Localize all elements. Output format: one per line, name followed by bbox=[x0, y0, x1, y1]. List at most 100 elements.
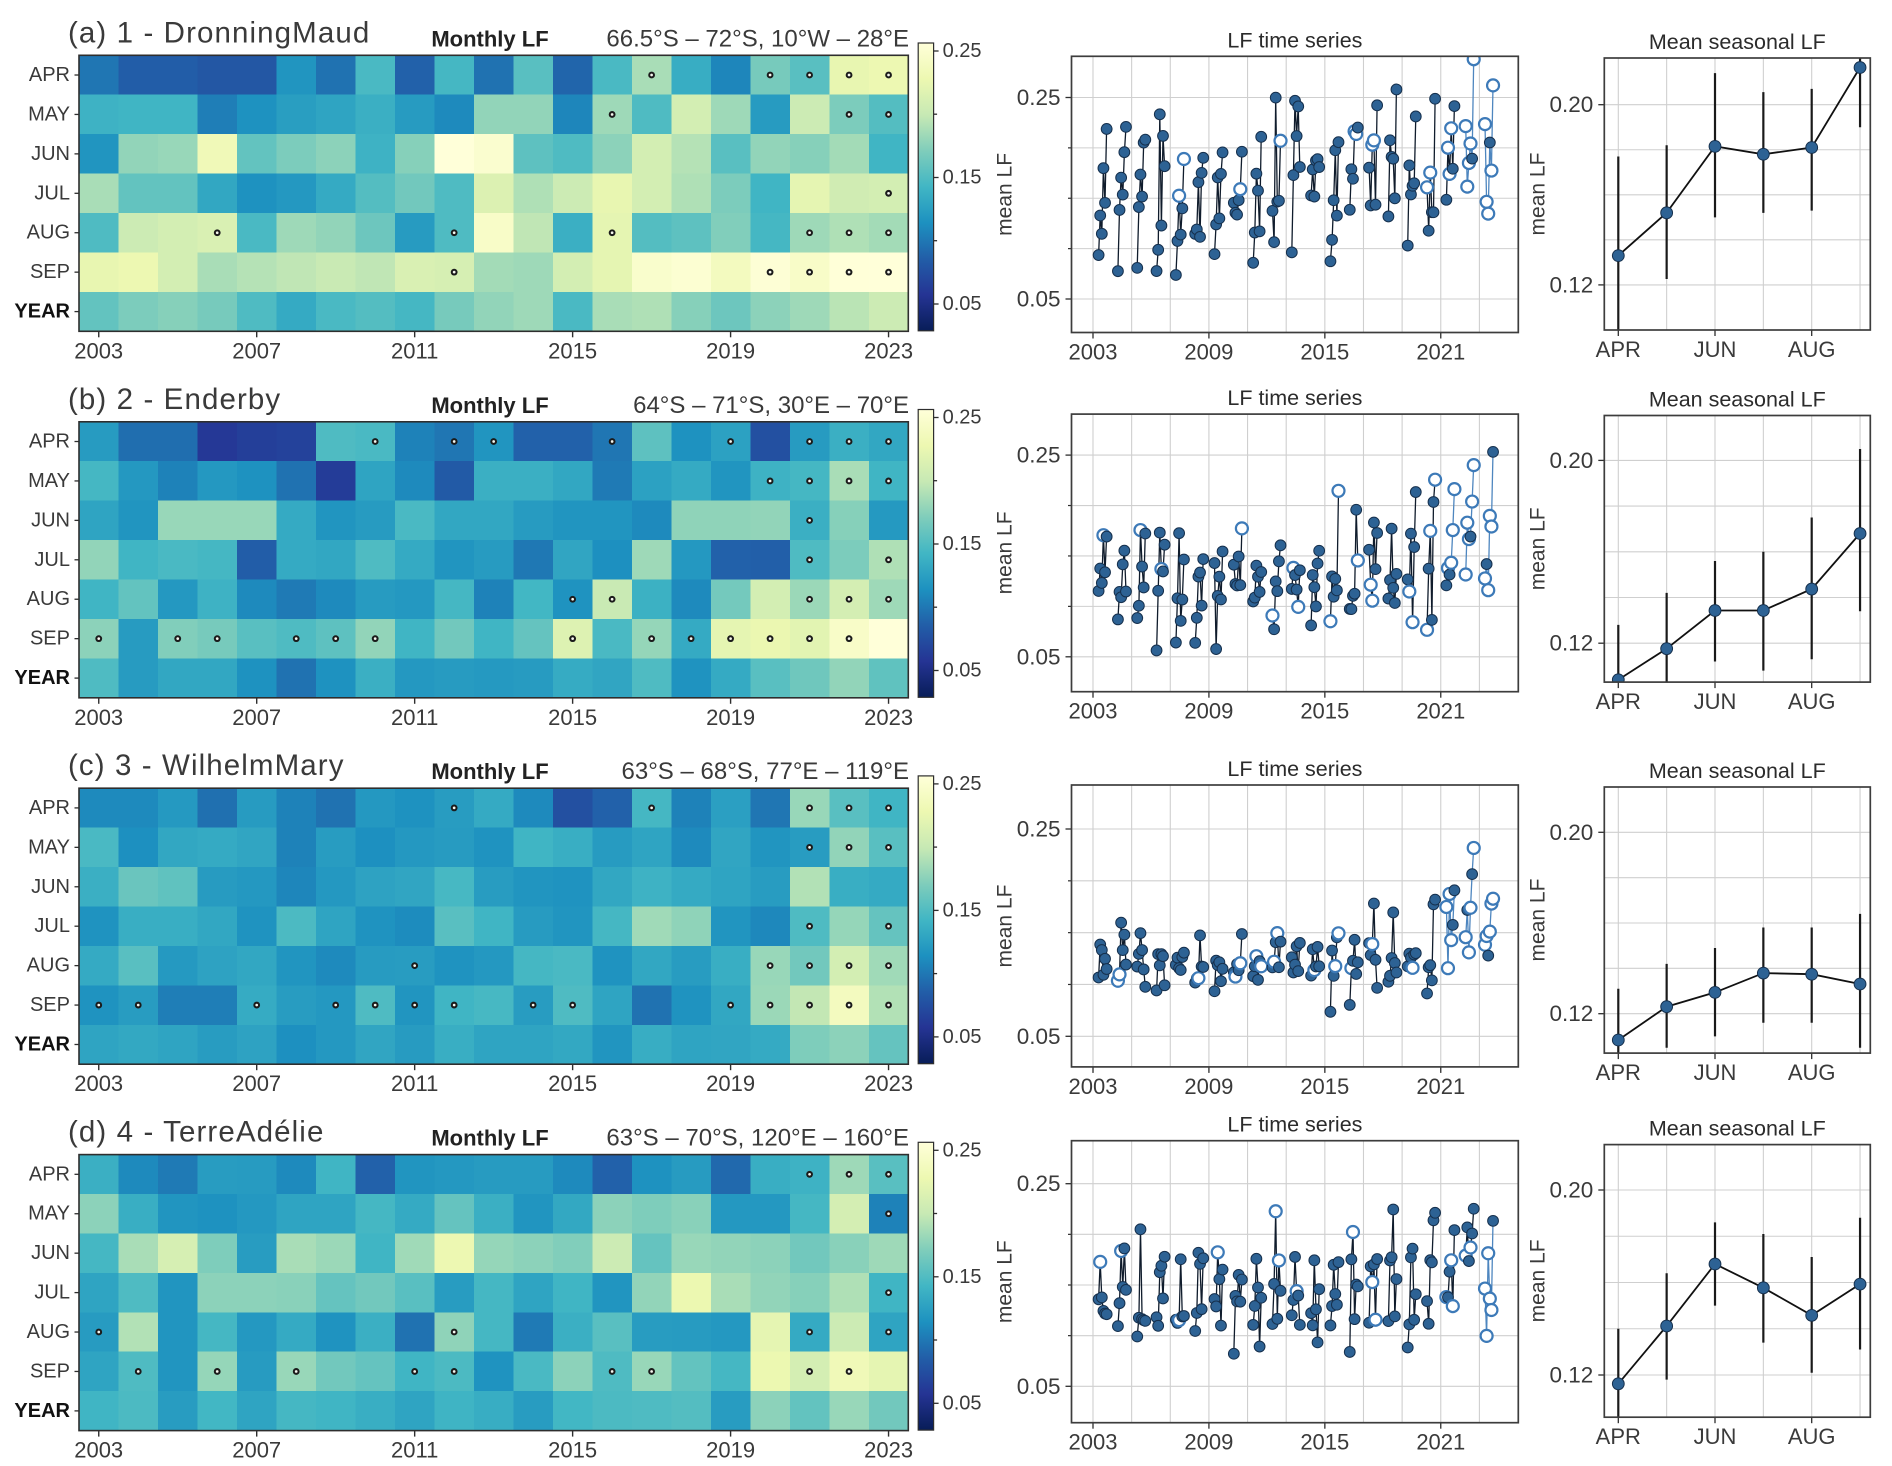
svg-text:2003: 2003 bbox=[1069, 340, 1118, 365]
svg-text:0.05: 0.05 bbox=[943, 293, 982, 315]
svg-text:SEP: SEP bbox=[30, 994, 70, 1016]
svg-text:2009: 2009 bbox=[1184, 340, 1233, 365]
svg-text:APR: APR bbox=[1596, 1424, 1641, 1449]
svg-text:64°S – 71°S, 30°E – 70°E: 64°S – 71°S, 30°E – 70°E bbox=[633, 392, 909, 419]
svg-text:Mean seasonal LF: Mean seasonal LF bbox=[1649, 30, 1826, 54]
svg-text:2011: 2011 bbox=[391, 1438, 438, 1463]
svg-text:2003: 2003 bbox=[74, 1438, 123, 1463]
svg-text:2023: 2023 bbox=[864, 338, 913, 363]
svg-text:MAY: MAY bbox=[28, 1203, 70, 1225]
svg-text:mean LF: mean LF bbox=[1526, 879, 1549, 962]
svg-text:AUG: AUG bbox=[1788, 1424, 1836, 1449]
svg-text:66.5°S – 72°S, 10°W – 28°E: 66.5°S – 72°S, 10°W – 28°E bbox=[606, 25, 909, 52]
svg-text:SEP: SEP bbox=[30, 1361, 70, 1383]
svg-text:AUG: AUG bbox=[1788, 337, 1836, 362]
svg-text:mean LF: mean LF bbox=[1526, 1239, 1549, 1322]
svg-text:2015: 2015 bbox=[548, 1071, 597, 1096]
svg-text:2023: 2023 bbox=[864, 1438, 913, 1463]
svg-text:0.15: 0.15 bbox=[943, 167, 982, 189]
svg-text:0.05: 0.05 bbox=[1017, 644, 1061, 669]
svg-text:2021: 2021 bbox=[1416, 1430, 1465, 1455]
svg-text:2019: 2019 bbox=[706, 1438, 755, 1463]
svg-text:0.15: 0.15 bbox=[943, 533, 982, 555]
svg-text:0.20: 0.20 bbox=[1550, 820, 1594, 845]
svg-text:(d) 4 - TerreAdélie: (d) 4 - TerreAdélie bbox=[68, 1116, 324, 1149]
svg-text:0.20: 0.20 bbox=[1550, 92, 1594, 117]
svg-text:AUG: AUG bbox=[27, 588, 70, 610]
svg-text:2023: 2023 bbox=[864, 1071, 913, 1096]
svg-text:0.20: 0.20 bbox=[1550, 448, 1594, 473]
svg-text:2015: 2015 bbox=[548, 1438, 597, 1463]
svg-text:JUN: JUN bbox=[31, 509, 70, 531]
svg-text:0.25: 0.25 bbox=[1017, 85, 1061, 110]
svg-text:AUG: AUG bbox=[27, 1321, 70, 1343]
svg-text:YEAR: YEAR bbox=[14, 301, 70, 323]
svg-text:2011: 2011 bbox=[391, 1071, 438, 1096]
svg-text:2015: 2015 bbox=[1300, 1430, 1349, 1455]
svg-text:2015: 2015 bbox=[548, 338, 597, 363]
svg-text:APR: APR bbox=[29, 431, 70, 453]
svg-text:SEP: SEP bbox=[30, 261, 70, 283]
svg-text:0.05: 0.05 bbox=[1017, 287, 1061, 312]
svg-text:2009: 2009 bbox=[1184, 1074, 1233, 1099]
svg-text:0.25: 0.25 bbox=[1017, 443, 1061, 468]
svg-text:Mean seasonal LF: Mean seasonal LF bbox=[1649, 1117, 1826, 1141]
svg-text:YEAR: YEAR bbox=[14, 1400, 70, 1422]
svg-text:0.12: 0.12 bbox=[1550, 1001, 1594, 1026]
svg-text:JUN: JUN bbox=[31, 876, 70, 898]
svg-text:APR: APR bbox=[1596, 337, 1641, 362]
svg-text:2015: 2015 bbox=[1300, 1074, 1349, 1099]
svg-text:JUN: JUN bbox=[1694, 1060, 1737, 1085]
svg-text:(a) 1 - DronningMaud: (a) 1 - DronningMaud bbox=[68, 16, 370, 49]
svg-text:2015: 2015 bbox=[1300, 699, 1349, 724]
svg-text:APR: APR bbox=[29, 797, 70, 819]
svg-text:2003: 2003 bbox=[1069, 699, 1118, 724]
svg-text:AUG: AUG bbox=[27, 955, 70, 977]
svg-text:2003: 2003 bbox=[1069, 1430, 1118, 1455]
svg-text:LF time series: LF time series bbox=[1227, 757, 1362, 781]
svg-text:APR: APR bbox=[29, 1163, 70, 1185]
svg-text:2003: 2003 bbox=[74, 705, 123, 730]
svg-text:2007: 2007 bbox=[232, 338, 281, 363]
svg-text:JUL: JUL bbox=[34, 1282, 70, 1304]
svg-text:2011: 2011 bbox=[391, 338, 438, 363]
svg-text:mean LF: mean LF bbox=[994, 1240, 1017, 1323]
svg-text:Monthly LF: Monthly LF bbox=[431, 759, 548, 784]
svg-text:AUG: AUG bbox=[1788, 689, 1836, 714]
svg-text:2003: 2003 bbox=[74, 338, 123, 363]
svg-text:AUG: AUG bbox=[27, 222, 70, 244]
svg-text:0.05: 0.05 bbox=[943, 1026, 982, 1048]
svg-text:JUL: JUL bbox=[34, 549, 70, 571]
svg-text:mean LF: mean LF bbox=[1526, 153, 1549, 236]
svg-text:0.12: 0.12 bbox=[1550, 631, 1594, 656]
svg-text:2007: 2007 bbox=[232, 1071, 281, 1096]
svg-text:0.05: 0.05 bbox=[943, 1392, 982, 1414]
svg-text:mean LF: mean LF bbox=[994, 153, 1017, 236]
svg-text:2015: 2015 bbox=[548, 705, 597, 730]
svg-text:0.25: 0.25 bbox=[943, 773, 982, 795]
svg-text:MAY: MAY bbox=[28, 103, 70, 125]
svg-text:Monthly LF: Monthly LF bbox=[431, 26, 548, 51]
svg-text:MAY: MAY bbox=[28, 470, 70, 492]
svg-text:YEAR: YEAR bbox=[14, 1034, 70, 1056]
svg-text:AUG: AUG bbox=[1788, 1060, 1836, 1085]
svg-text:JUN: JUN bbox=[1694, 337, 1737, 362]
svg-text:(c) 3 - WilhelmMary: (c) 3 - WilhelmMary bbox=[68, 749, 345, 782]
svg-text:APR: APR bbox=[29, 64, 70, 86]
svg-text:YEAR: YEAR bbox=[14, 667, 70, 689]
svg-text:MAY: MAY bbox=[28, 836, 70, 858]
svg-text:Monthly LF: Monthly LF bbox=[431, 1126, 548, 1151]
svg-text:2019: 2019 bbox=[706, 705, 755, 730]
svg-text:0.12: 0.12 bbox=[1550, 272, 1594, 297]
svg-text:0.05: 0.05 bbox=[943, 660, 982, 682]
svg-text:0.05: 0.05 bbox=[1017, 1024, 1061, 1049]
svg-text:2007: 2007 bbox=[232, 1438, 281, 1463]
svg-text:0.25: 0.25 bbox=[1017, 1171, 1061, 1196]
svg-text:0.25: 0.25 bbox=[943, 407, 982, 429]
svg-text:JUL: JUL bbox=[34, 182, 70, 204]
svg-text:APR: APR bbox=[1596, 689, 1641, 714]
svg-text:2015: 2015 bbox=[1300, 340, 1349, 365]
svg-text:2021: 2021 bbox=[1416, 699, 1465, 724]
svg-text:2019: 2019 bbox=[706, 338, 755, 363]
svg-text:0.25: 0.25 bbox=[1017, 817, 1061, 842]
